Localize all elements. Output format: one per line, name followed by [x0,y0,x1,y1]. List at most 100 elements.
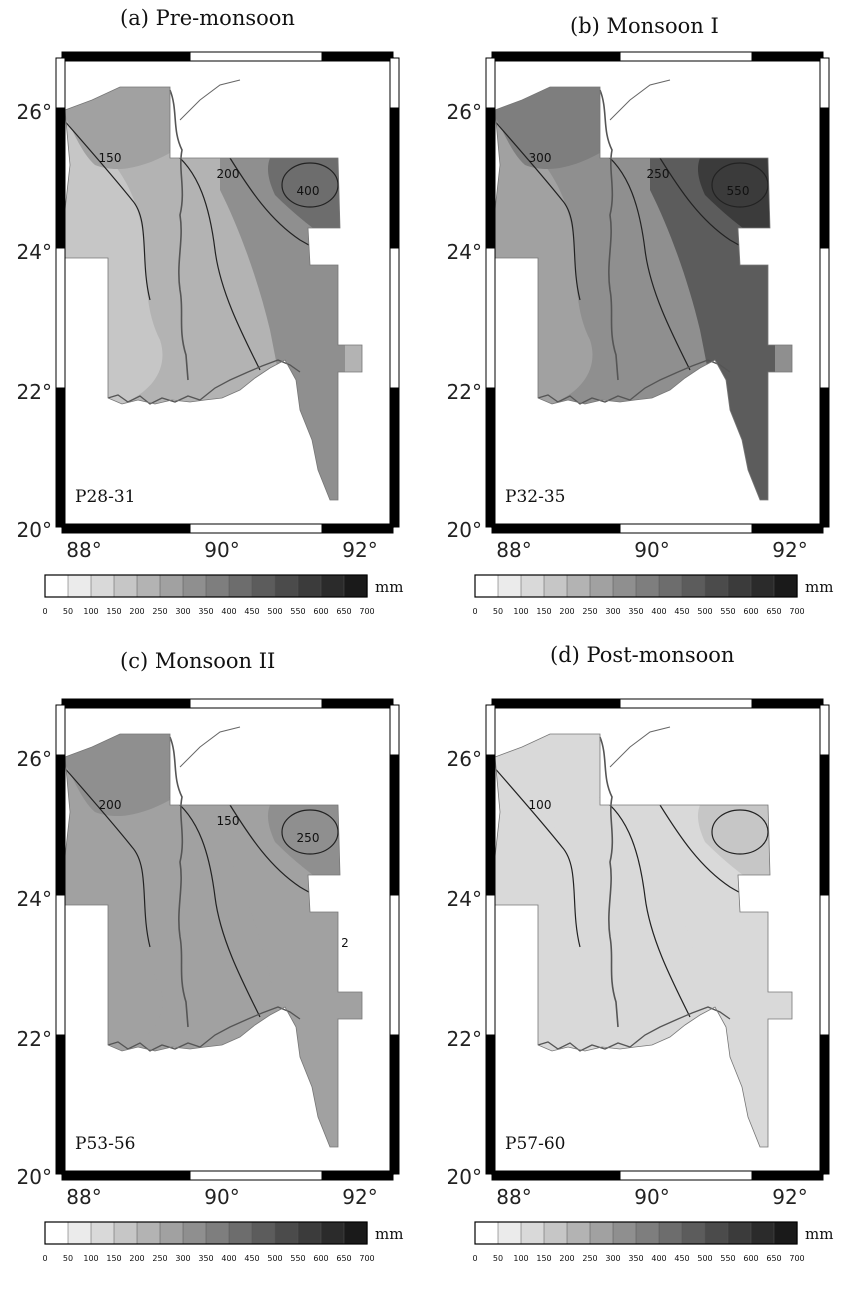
contour-label: 300 [529,151,552,165]
colorbar-frame [44,1221,368,1245]
colorbar-swatch [113,1221,138,1245]
colorbar-tick-label: 500 [267,607,282,616]
colorbar-swatch [704,574,729,598]
colorbar-tick-label: 0 [472,607,477,616]
colorbar-tick-label: 600 [313,607,328,616]
colorbar-swatch [343,1221,368,1245]
frame-bar [55,704,66,756]
lat-tick-label: 20° [17,518,52,542]
panel-pre-monsoon: (a) Pre-monsoon 26° 24° 22° 20° 88° 90° 92° 150… [0,0,430,647]
frame-bar [619,523,753,534]
contour-lines [65,764,346,1018]
frame-bar [819,57,830,109]
border-outline [64,86,363,501]
contour-label: 200 [99,798,122,812]
contour-line [711,162,769,208]
frame-bar [61,698,191,709]
frame-bar [819,1034,830,1175]
colorbar-swatch [274,574,299,598]
border-outline [64,733,363,1148]
zone-east-high [697,805,775,897]
colorbar-swatch [543,1221,568,1245]
lon-tick-label: 88° [66,1185,101,1209]
colorbar-tick-label: 250 [582,607,597,616]
contour-line [65,117,151,301]
river-line [599,736,619,1028]
colorbar-tick-label: 700 [359,607,374,616]
map-figure: 26° 24° 22° 20° 88° 90° 92° 300 250 550 P32-35 0 50 1… [447,51,833,616]
frame-bar [321,1170,394,1181]
contour-line [711,809,769,855]
lon-tick-label: 88° [66,538,101,562]
frame-bar [55,894,66,1036]
colorbar-swatch [182,1221,207,1245]
zone-north [495,87,605,170]
colorbar-swatch [658,574,683,598]
river-line [599,89,619,381]
contour-label: 250 [647,167,670,181]
frame-bar [189,1170,323,1181]
panel-monsoon-2: (c) Monsoon II 26° 24° 22° 20° 88° 90° 92° 200 1… [0,647,430,1294]
frame-bar [819,387,830,528]
coastline [537,359,731,405]
frame-bar [619,51,753,62]
lat-tick-label: 22° [447,380,482,404]
colorbar-swatch [681,1221,706,1245]
frame-bar [819,894,830,1036]
contour-line [281,809,339,855]
colorbar-tick-label: 250 [152,1254,167,1263]
frame-bar [321,523,394,534]
contour-label: 550 [727,184,750,198]
colorbar-tick-label: 500 [697,607,712,616]
colorbar-tick-label: 700 [789,607,804,616]
frame-bar [55,57,66,109]
frame-bar [61,523,191,534]
colorbar-swatch [228,574,253,598]
colorbar-tick-label: 0 [42,1254,47,1263]
colorbar-tick-label: 50 [63,607,73,616]
colorbar-tick-label: 250 [582,1254,597,1263]
colorbar-tick-label: 450 [244,1254,259,1263]
colorbar-tick-label: 300 [175,1254,190,1263]
colorbar-tick-label: 200 [129,1254,144,1263]
colorbar-tick-label: 400 [221,1254,236,1263]
colorbar-unit: mm [375,1225,403,1243]
lat-tick-label: 20° [447,518,482,542]
river-line [169,736,189,1028]
frame-bar [819,247,830,389]
colorbar-tick-label: 150 [536,607,551,616]
lat-tick-label: 24° [447,887,482,911]
colorbar-tick-label: 200 [559,1254,574,1263]
colorbar-unit: mm [805,1225,833,1243]
colorbar-swatch [136,574,161,598]
colorbar-tick-label: 100 [83,607,98,616]
period-label: P57-60 [505,1134,565,1154]
colorbar-swatch [543,574,568,598]
colorbar-tick-label: 700 [789,1254,804,1263]
colorbar-tick-label: 600 [743,607,758,616]
lat-tick-label: 20° [17,1165,52,1189]
colorbar-swatch [159,1221,184,1245]
frame-bar [491,51,621,62]
colorbar-tick-label: 100 [83,1254,98,1263]
colorbar-swatch [274,1221,299,1245]
contour-label: 100 [529,798,552,812]
colorbar-tick-label: 300 [605,1254,620,1263]
lat-tick-label: 22° [17,1027,52,1051]
lon-tick-label: 90° [634,538,669,562]
colorbar-tick-label: 100 [513,607,528,616]
zone-east-high [697,158,775,250]
colorbar-swatch [727,574,752,598]
contour-line [495,117,581,301]
colorbar-swatch [750,574,775,598]
period-label: P28-31 [75,487,135,507]
colorbar-swatch [297,574,322,598]
frame-bar [819,107,830,249]
lon-tick-label: 92° [772,538,807,562]
frame-bar [485,57,496,109]
zone-north [65,87,175,170]
lat-tick-label: 24° [447,240,482,264]
colorbar-swatch [474,1221,499,1245]
contour-label: 2 [341,936,349,950]
frame-bar [189,523,323,534]
